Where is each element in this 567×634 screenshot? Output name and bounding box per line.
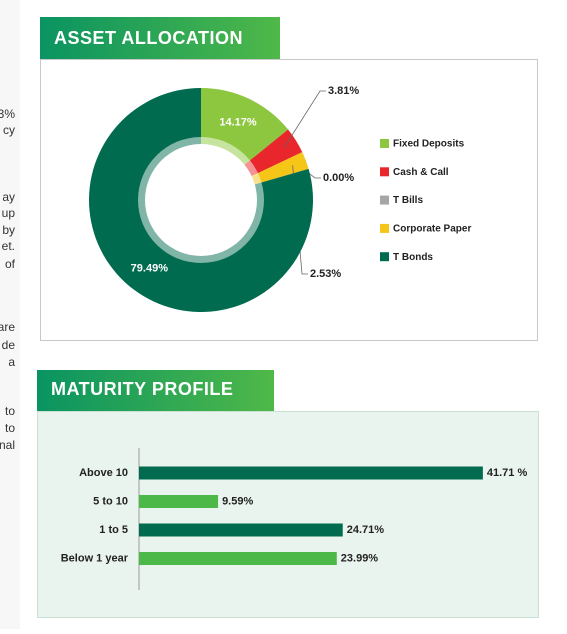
legend-label: Corporate Paper [393,224,471,235]
bar-chart: Above 10 41.71 % 5 to 10 9.59% 1 to 5 24.71% B… [61,448,528,590]
legend-swatch [380,223,389,233]
text-fragment: of [5,257,16,271]
text-fragment: cy [3,123,15,137]
text-fragment: to [5,404,15,418]
value-label: 9.59% [222,495,253,507]
text-fragment: ay [2,190,15,204]
legend-label: Cash & Call [393,167,449,178]
chart-title: ASSET ALLOCATION [54,28,243,48]
donut-hole [145,144,257,256]
value-label: 2.53% [310,268,341,280]
header-banner [37,370,274,411]
legend-swatch [380,139,389,148]
side-text: 3% cy ay up by et. of are de a to to nal [0,107,16,452]
legend-swatch [380,167,389,177]
text-fragment: to [5,421,15,435]
value-label: 23.99% [341,552,379,564]
value-label: 0.00% [323,172,354,184]
category-label: 1 to 5 [99,524,128,536]
panel [37,411,539,618]
legend-label: T Bonds [393,252,433,263]
value-label: 14.17% [219,116,257,128]
side-strip [0,0,20,629]
text-fragment: de [2,338,16,352]
value-label: 41.71 % [487,467,528,479]
text-fragment: et. [2,239,15,253]
value-label: 79.49% [131,263,169,275]
legend-swatch [380,252,389,262]
legend-swatch [380,195,389,205]
legend-label: T Bills [393,195,423,206]
donut-chart: 14.17% Fixed Deposits 3.81% Cash & Call 0.00… [89,85,471,313]
value-label: 3.81% [328,85,359,97]
category-label: 5 to 10 [93,495,128,507]
text-fragment: nal [0,438,15,452]
category-label: Below 1 year [61,552,129,564]
chart-title: MATURITY PROFILE [51,379,233,399]
header-banner [40,17,280,59]
text-fragment: 3% [0,107,15,121]
bar [139,552,337,565]
bar [139,495,219,508]
text-fragment: by [2,223,15,237]
text-fragment: up [2,206,16,220]
leader-line [283,90,326,149]
text-fragment: a [8,355,15,369]
value-label: 24.71% [347,524,385,536]
legend-label: Fixed Deposits [393,139,465,150]
text-fragment: are [0,320,15,334]
bar [139,466,483,480]
category-label: Above 10 [79,467,128,479]
bar [139,523,343,537]
